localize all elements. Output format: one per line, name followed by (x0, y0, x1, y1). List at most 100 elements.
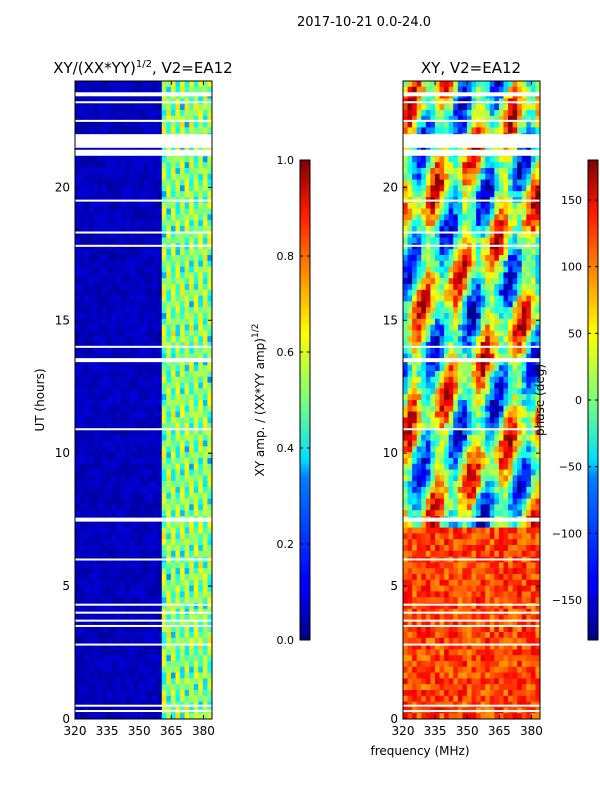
heatmap-cell (161, 255, 167, 262)
heatmap-cell (207, 562, 213, 569)
heatmap-cell (193, 695, 199, 702)
heatmap-cell (202, 446, 208, 453)
heatmap-cell (521, 156, 527, 163)
heatmap-cell (143, 655, 149, 662)
heatmap-cell (530, 226, 536, 233)
heatmap-cell (202, 318, 208, 325)
heatmap-cell (161, 400, 167, 407)
heatmap-cell (184, 585, 190, 592)
heatmap-cell (84, 359, 90, 366)
heatmap-cell (403, 115, 408, 122)
heatmap-cell (129, 626, 135, 633)
heatmap-cell (466, 231, 472, 238)
heatmap-cell (189, 701, 195, 708)
heatmap-cell (148, 359, 154, 366)
heatmap-cell (143, 342, 149, 349)
heatmap-cell (106, 202, 112, 209)
heatmap-cell (102, 417, 108, 424)
heatmap-cell (498, 353, 504, 360)
heatmap-cell (517, 81, 523, 88)
heatmap-cell (152, 429, 158, 436)
heatmap-cell (88, 487, 94, 494)
heatmap-cell (102, 110, 108, 117)
heatmap-cell (184, 568, 190, 575)
heatmap-cell (189, 463, 195, 470)
heatmap-cell (485, 81, 491, 88)
heatmap-cell (79, 278, 85, 285)
heatmap-cell (489, 289, 495, 296)
heatmap-cell (134, 336, 140, 343)
heatmap-cell (138, 81, 144, 88)
heatmap-cell (430, 342, 436, 349)
heatmap-cell (79, 614, 85, 621)
heatmap-cell (116, 574, 122, 581)
heatmap-cell (530, 144, 536, 151)
heatmap-cell (207, 330, 213, 337)
heatmap-cell (457, 260, 463, 267)
heatmap-cell (134, 144, 140, 151)
heatmap-cell (434, 376, 440, 383)
heatmap-cell (517, 162, 523, 169)
heatmap-cell (97, 272, 103, 279)
heatmap-cell (517, 231, 523, 238)
heatmap-cell (170, 434, 176, 441)
heatmap-cell (498, 330, 504, 337)
heatmap-cell (421, 353, 427, 360)
heatmap-cell (134, 405, 140, 412)
heatmap-cell (120, 382, 126, 389)
heatmap-cell (457, 249, 463, 256)
heatmap-cell (88, 284, 94, 291)
heatmap-cell (180, 440, 185, 447)
heatmap-cell (416, 202, 422, 209)
heatmap-cell (412, 179, 418, 186)
heatmap-cell (106, 545, 112, 552)
heatmap-cell (175, 632, 181, 639)
heatmap-cell (170, 359, 176, 366)
heatmap-cell (111, 365, 117, 372)
heatmap-cell (125, 440, 131, 447)
heatmap-cell (134, 440, 140, 447)
heatmap-cell (148, 255, 154, 262)
heatmap-cell (148, 284, 154, 291)
heatmap-cell (476, 86, 482, 93)
heatmap-cell (202, 545, 208, 552)
heatmap-cell (403, 179, 408, 186)
heatmap-cell (97, 690, 103, 697)
flagged-row (75, 624, 212, 627)
heatmap-cell (480, 208, 486, 215)
heatmap-cell (75, 643, 80, 650)
heatmap-cell (180, 475, 185, 482)
heatmap-cell (207, 545, 213, 552)
heatmap-cell (476, 347, 482, 354)
heatmap-cell (444, 371, 450, 378)
heatmap-cell (134, 289, 140, 296)
heatmap-cell (489, 371, 495, 378)
heatmap-cell (161, 492, 167, 499)
heatmap-cell (184, 417, 190, 424)
heatmap-cell (88, 695, 94, 702)
heatmap-cell (161, 371, 167, 378)
heatmap-cell (102, 400, 108, 407)
heatmap-cell (508, 272, 513, 279)
heatmap-cell (471, 376, 477, 383)
heatmap-cell (129, 539, 135, 546)
heatmap-cell (106, 643, 112, 650)
heatmap-cell (189, 173, 195, 180)
heatmap-cell (88, 318, 94, 325)
heatmap-cell (88, 469, 94, 476)
heatmap-cell (170, 475, 176, 482)
heatmap-cell (161, 144, 167, 151)
heatmap-cell (175, 684, 181, 691)
heatmap-cell (125, 545, 131, 552)
heatmap-cell (416, 313, 422, 320)
heatmap-cell (97, 359, 103, 366)
heatmap-cell (494, 266, 500, 273)
heatmap-cell (93, 666, 99, 673)
heatmap-cell (138, 661, 144, 668)
heatmap-cell (193, 452, 199, 459)
heatmap-cell (489, 115, 495, 122)
heatmap-cell (102, 545, 108, 552)
heatmap-cell (75, 173, 80, 180)
heatmap-cell (138, 231, 144, 238)
heatmap-cell (111, 104, 117, 111)
